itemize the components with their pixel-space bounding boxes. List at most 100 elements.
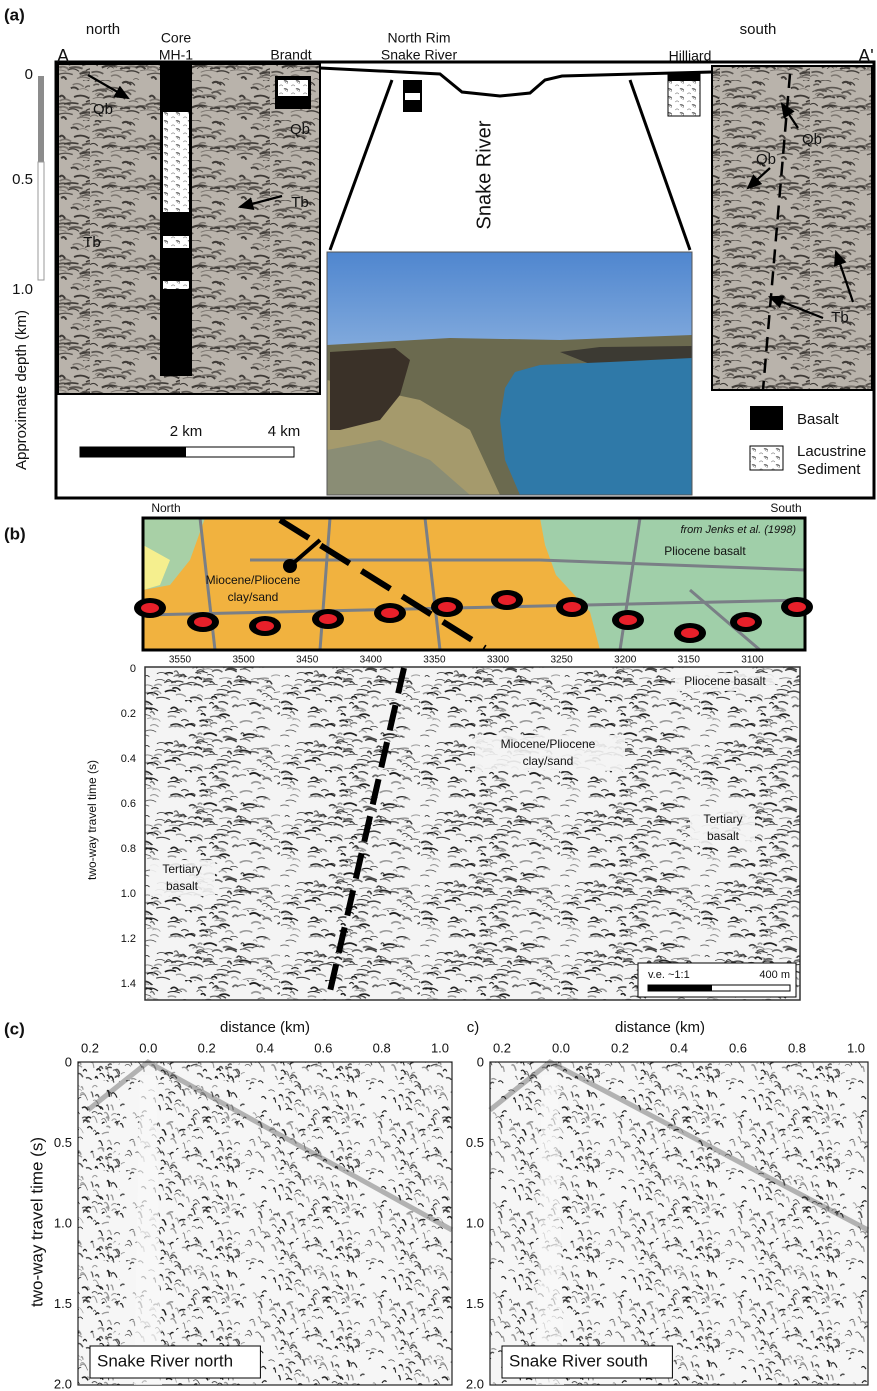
label: (b): [4, 524, 26, 543]
label: 0.2: [198, 1040, 216, 1055]
label: Miocene/Pliocene: [206, 573, 301, 587]
scale-bar-fill: [80, 447, 186, 457]
label: Tb: [831, 309, 849, 326]
label: 0.5: [54, 1135, 72, 1150]
label: 1.4: [121, 978, 136, 990]
label: 1.0: [54, 1215, 72, 1230]
label: 0.4: [121, 753, 136, 765]
label: Sediment: [797, 461, 861, 478]
label: Tb: [291, 194, 309, 211]
label: from Jenks et al. (1998): [680, 524, 796, 536]
label: 0: [130, 663, 136, 675]
label: 0.4: [256, 1040, 274, 1055]
label: Qb: [93, 101, 113, 118]
label: A': [858, 46, 873, 66]
label: 0: [25, 66, 33, 83]
label: 3100: [741, 655, 764, 666]
label: 0.2: [493, 1040, 511, 1055]
core-sediment: [405, 93, 420, 100]
label: MH-1: [159, 47, 193, 63]
core-sediment: [163, 236, 189, 248]
label: 0.4: [670, 1040, 688, 1055]
label: Qb: [290, 121, 310, 138]
label: (a): [4, 5, 25, 24]
label: 0.8: [121, 843, 136, 855]
label: 3250: [550, 655, 573, 666]
station-core: [319, 614, 337, 624]
station-core: [737, 617, 755, 627]
label: 3200: [614, 655, 637, 666]
label: 0.0: [139, 1040, 157, 1055]
seismic-right: [712, 66, 872, 390]
label: 0: [65, 1054, 72, 1069]
core: [160, 64, 192, 376]
label: Tertiary: [703, 812, 742, 826]
label: 3550: [169, 655, 192, 666]
label: 1.0: [847, 1040, 865, 1055]
label: south: [740, 21, 777, 38]
label: South: [770, 501, 801, 515]
station-core: [256, 621, 274, 631]
label: 1.0: [12, 281, 33, 298]
label: Lacustrine: [797, 443, 866, 460]
label: 3450: [296, 655, 319, 666]
label: distance (km): [615, 1019, 705, 1036]
label: Qb: [802, 131, 822, 148]
label: 0.6: [729, 1040, 747, 1055]
label: Tb: [83, 234, 101, 251]
seismic-c: [78, 1062, 452, 1385]
label: Pliocene basalt: [664, 544, 746, 558]
label: Snake River north: [97, 1351, 233, 1370]
label: North: [151, 501, 180, 515]
station-core: [681, 628, 699, 638]
label: distance (km): [220, 1019, 310, 1036]
label: Pliocene basalt: [684, 674, 766, 688]
depth-bar-dark: [38, 76, 44, 162]
label: 0: [477, 1054, 484, 1069]
scale-bar-fill: [648, 985, 712, 991]
label: Brandt: [270, 47, 311, 63]
label: 0.5: [12, 171, 33, 188]
label: Miocene/Pliocene: [501, 737, 596, 751]
label: Snake River: [473, 120, 495, 229]
label: Tertiary: [162, 862, 201, 876]
core-sediment: [278, 80, 308, 96]
label: v.e. ~1:1: [648, 969, 690, 981]
label: 1.0: [466, 1215, 484, 1230]
label: 1.0: [431, 1040, 449, 1055]
core-sediment: [163, 281, 189, 289]
label: 3150: [678, 655, 701, 666]
label: 0.0: [552, 1040, 570, 1055]
legend-basalt: [750, 406, 783, 430]
label: 3400: [360, 655, 383, 666]
map-dot: [283, 559, 297, 573]
label: 0.2: [611, 1040, 629, 1055]
label: 0.6: [121, 798, 136, 810]
label: 3350: [423, 655, 446, 666]
label: 2.0: [54, 1376, 72, 1391]
label: Qb: [756, 151, 776, 168]
station-core: [381, 608, 399, 618]
label: c): [467, 1019, 480, 1036]
depth-bar-light: [38, 162, 44, 280]
label: Core: [161, 30, 192, 46]
label: 0.5: [466, 1135, 484, 1150]
label: basalt: [707, 829, 740, 843]
label: 4 km: [268, 423, 301, 440]
label: Hilliard: [669, 48, 712, 64]
label: North Rim: [387, 30, 450, 46]
label: two-way travel time (s): [27, 1137, 46, 1307]
label: basalt: [166, 879, 199, 893]
core-basalt: [668, 74, 700, 81]
figure: (a)northsouthAA'CoreMH-1BrandtNorth RimS…: [0, 0, 877, 1391]
label: 1.5: [466, 1296, 484, 1311]
label: Approximate depth (km): [13, 310, 30, 470]
label: clay/sand: [523, 754, 574, 768]
label: 0.8: [373, 1040, 391, 1055]
label: 1.0: [121, 888, 136, 900]
label: 1.2: [121, 933, 136, 945]
station-core: [563, 602, 581, 612]
legend-sediment: [750, 446, 783, 470]
label: 1.5: [54, 1296, 72, 1311]
zoom-line: [330, 80, 392, 250]
